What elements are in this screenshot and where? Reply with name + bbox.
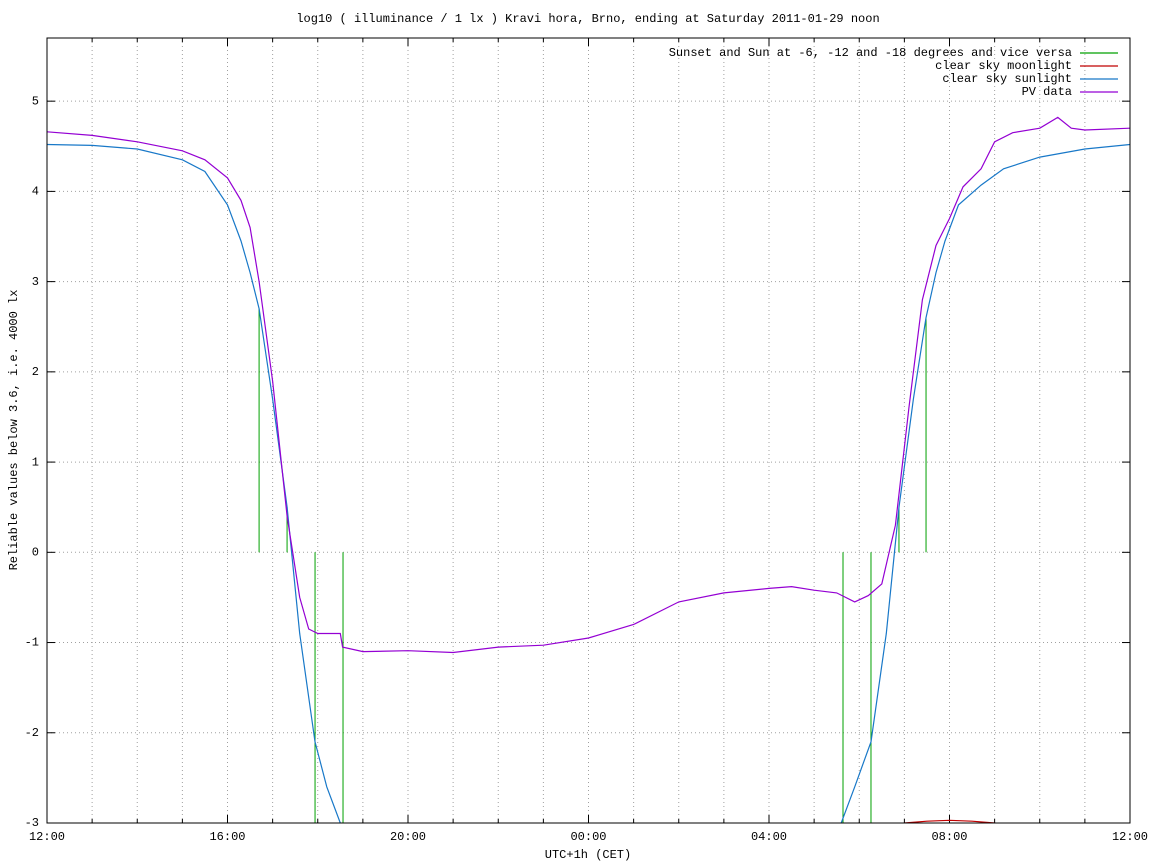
- y-tick-label: -1: [25, 636, 39, 650]
- legend-label: Sunset and Sun at -6, -12 and -18 degree…: [669, 46, 1072, 60]
- y-tick-label: 5: [32, 94, 39, 108]
- x-tick-label: 12:00: [1112, 830, 1148, 844]
- y-tick-label: 2: [32, 365, 39, 379]
- legend-label: clear sky sunlight: [942, 72, 1072, 86]
- x-tick-label: 20:00: [390, 830, 426, 844]
- x-tick-label: 04:00: [751, 830, 787, 844]
- plot-area: [47, 116, 1130, 823]
- series-line: [47, 143, 1130, 823]
- y-tick-label: -2: [25, 726, 39, 740]
- x-tick-label: 16:00: [209, 830, 245, 844]
- x-tick-label: 12:00: [29, 830, 65, 844]
- x-axis-label: UTC+1h (CET): [545, 848, 631, 862]
- y-tick-label: 3: [32, 275, 39, 289]
- y-tick-label: 4: [32, 185, 39, 199]
- y-tick-label: -3: [25, 816, 39, 830]
- y-tick-label: 1: [32, 455, 39, 469]
- legend-label: PV data: [1022, 85, 1072, 99]
- series-line: [47, 116, 1130, 654]
- series-line: [904, 819, 995, 823]
- y-axis-label: Reliable values below 3.6, i.e. 4000 lx: [7, 290, 21, 571]
- y-tick-label: 0: [32, 545, 39, 559]
- x-tick-label: 08:00: [931, 830, 967, 844]
- plot-border: [46, 37, 1131, 824]
- x-tick-label: 00:00: [570, 830, 606, 844]
- chart-title: log10 ( illuminance / 1 lx ) Kravi hora,…: [296, 12, 879, 26]
- legend-label: clear sky moonlight: [935, 59, 1072, 73]
